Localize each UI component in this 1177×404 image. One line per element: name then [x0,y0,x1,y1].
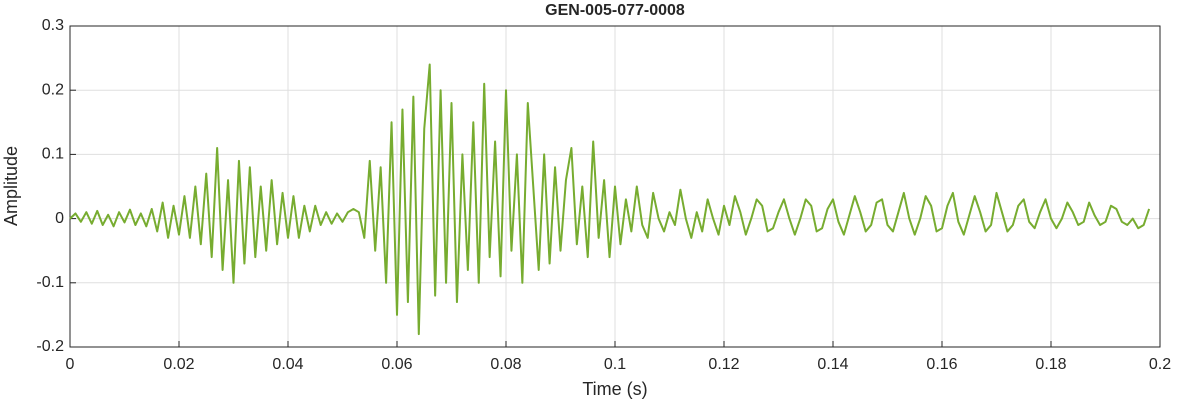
x-tick-label: 0.04 [272,356,303,373]
x-tick-label: 0.06 [381,356,412,373]
x-axis-label: Time (s) [582,379,647,399]
y-tick-label: 0.3 [42,17,64,34]
x-tick-label: 0.14 [817,356,848,373]
x-tick-label: 0.18 [1035,356,1066,373]
x-tick-label: 0.02 [163,356,194,373]
x-tick-label: 0.08 [490,356,521,373]
plot-frame [69,25,1161,348]
x-tick-label: 0.16 [926,356,957,373]
y-tick-label: 0.1 [42,146,64,163]
waveform-line [69,63,1151,336]
y-tick-label: 0 [55,210,64,227]
x-tick-label: 0.2 [1149,356,1171,373]
x-tick-label: 0.12 [708,356,739,373]
y-tick-label: -0.1 [36,274,64,291]
y-tick-label: 0.2 [42,81,64,98]
y-tick-label: -0.2 [36,338,64,355]
chart-title: GEN-005-077-0008 [545,2,685,19]
y-axis-label: Amplitude [1,146,21,226]
x-tick-label: 0 [66,356,75,373]
x-tick-label: 0.1 [604,356,626,373]
